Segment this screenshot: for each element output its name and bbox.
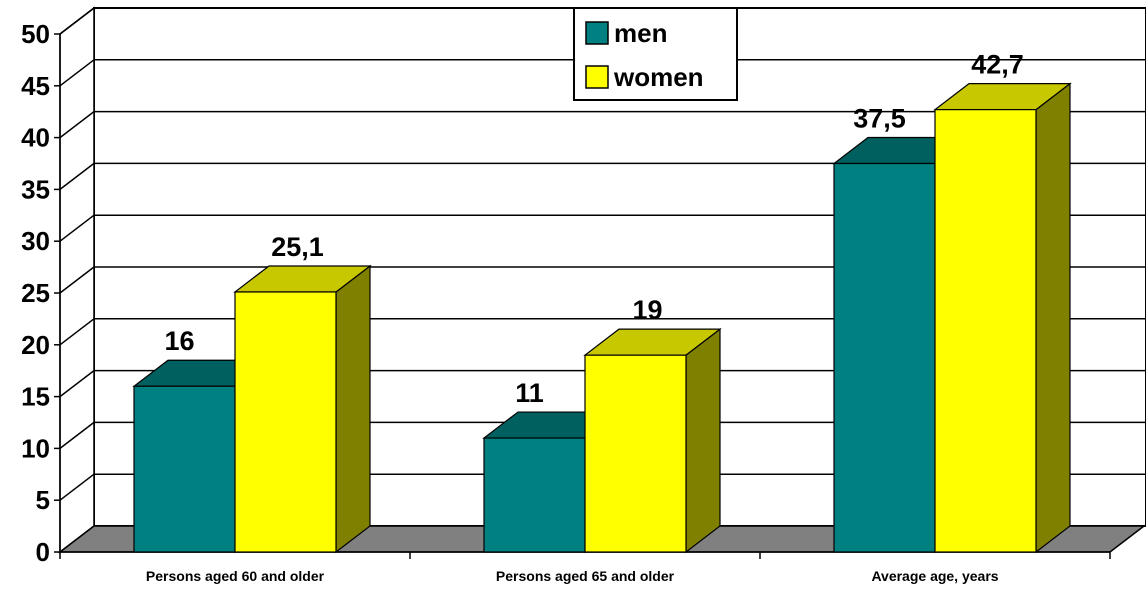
- data-label-women: 42,7: [971, 50, 1024, 80]
- data-label-men: 37,5: [853, 104, 906, 134]
- legend-swatch-women: [585, 65, 609, 89]
- category-labels: Persons aged 60 and older Persons aged 65…: [146, 568, 999, 584]
- gridline-side: [59, 266, 95, 294]
- bar-women: [583, 327, 722, 554]
- bar-side: [1035, 82, 1071, 554]
- y-tick-label: 20: [21, 330, 50, 360]
- bar-women: [933, 82, 1072, 554]
- data-label-men: 16: [164, 326, 194, 356]
- bar-women: [233, 264, 372, 554]
- gridline-side: [59, 7, 95, 35]
- bar-side: [685, 327, 721, 554]
- y-tick-label: 25: [21, 278, 50, 308]
- y-tick-label: 50: [21, 19, 50, 49]
- bars: [132, 82, 1072, 554]
- y-tick-labels: 0 5 10 15 20 25 30 35 40 45 50: [21, 19, 50, 567]
- y-tick-label: 15: [21, 382, 50, 412]
- y-tick-label: 40: [21, 123, 50, 153]
- legend: men women: [573, 7, 738, 101]
- gridline-side: [59, 111, 95, 139]
- gridline-side: [59, 162, 95, 190]
- legend-label-women: women: [613, 62, 704, 92]
- y-tick-label: 10: [21, 433, 50, 463]
- bar-front: [483, 437, 586, 553]
- legend-swatch-men: [585, 21, 609, 45]
- gridline-side: [59, 214, 95, 242]
- y-tick-label: 35: [21, 174, 50, 204]
- data-label-men: 11: [515, 378, 544, 408]
- data-labels: 16 25,1 11 19 37,5 42,7: [164, 50, 1023, 408]
- y-tick-label: 30: [21, 226, 50, 256]
- data-label-women: 25,1: [271, 232, 324, 262]
- gridline-side: [59, 473, 95, 501]
- gridline-side: [59, 59, 95, 87]
- data-label-women: 19: [632, 295, 662, 325]
- bar-front: [584, 354, 687, 553]
- bar-side: [335, 264, 371, 554]
- bar-front: [934, 109, 1037, 553]
- bar-front: [833, 162, 936, 553]
- category-label: Persons aged 60 and older: [146, 568, 325, 584]
- bar-front: [133, 385, 236, 553]
- y-tick-label: 5: [36, 485, 50, 515]
- bar-front: [234, 291, 337, 553]
- gridline-side: [59, 318, 95, 346]
- category-label: Average age, years: [871, 568, 998, 584]
- y-tick-label: 45: [21, 71, 50, 101]
- y-tick-label: 0: [36, 537, 50, 567]
- gridline-side: [59, 421, 95, 449]
- legend-label-men: men: [614, 18, 667, 48]
- gridline-side: [59, 370, 95, 398]
- category-label: Persons aged 65 and older: [496, 568, 675, 584]
